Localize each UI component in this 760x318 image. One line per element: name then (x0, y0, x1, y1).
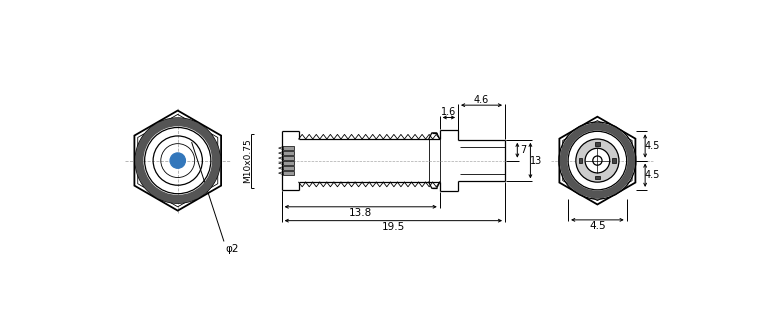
Text: M10x0.75: M10x0.75 (243, 138, 252, 183)
Bar (283, 156, 294, 160)
Circle shape (585, 148, 610, 173)
Bar (283, 171, 294, 175)
Text: 13.8: 13.8 (349, 208, 372, 218)
Circle shape (170, 153, 185, 168)
Text: 4.5: 4.5 (589, 221, 606, 231)
Bar (595, 142, 600, 146)
Bar (283, 146, 294, 150)
Text: 1.6: 1.6 (442, 107, 457, 117)
Bar (613, 158, 616, 163)
Text: 4.6: 4.6 (474, 95, 489, 105)
Text: 7: 7 (521, 145, 527, 155)
Bar (578, 158, 582, 163)
Circle shape (576, 139, 619, 182)
Text: 13: 13 (530, 156, 543, 166)
Text: 4.5: 4.5 (644, 170, 660, 180)
Bar (283, 166, 294, 170)
Text: φ2: φ2 (225, 244, 239, 254)
Bar (595, 176, 600, 179)
Text: 19.5: 19.5 (382, 222, 405, 232)
Bar (283, 161, 294, 165)
Bar (283, 151, 294, 155)
Text: 4.5: 4.5 (644, 141, 660, 151)
